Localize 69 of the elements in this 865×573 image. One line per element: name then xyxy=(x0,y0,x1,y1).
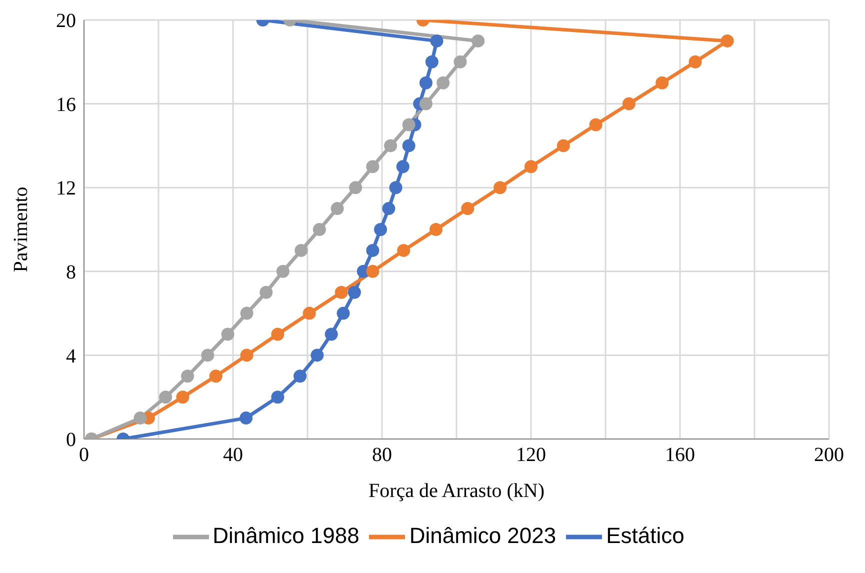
point xyxy=(181,370,194,383)
point xyxy=(334,286,348,299)
point xyxy=(209,370,222,383)
point xyxy=(294,244,308,257)
legend-label: Dinâmico 2023 xyxy=(409,522,556,548)
point xyxy=(366,160,380,174)
point xyxy=(656,76,669,90)
point xyxy=(688,55,702,68)
x-tick-label: 80 xyxy=(372,444,392,466)
point xyxy=(366,264,380,278)
point xyxy=(330,202,344,216)
point xyxy=(240,348,254,362)
point xyxy=(430,34,444,48)
x-tick-label: 160 xyxy=(665,444,695,466)
point xyxy=(324,328,338,341)
point xyxy=(382,202,396,216)
point xyxy=(349,181,362,194)
point xyxy=(302,306,316,320)
point xyxy=(201,348,214,362)
x-tick-label: 200 xyxy=(814,444,844,466)
y-tick-label: 20 xyxy=(56,10,76,32)
x-axis-title: Força de Arrasto (kN) xyxy=(368,480,545,502)
point xyxy=(271,390,284,404)
point xyxy=(312,223,326,236)
y-tick-label: 4 xyxy=(66,345,76,368)
point xyxy=(260,286,273,299)
y-tick-label: 0 xyxy=(66,429,76,452)
y-tick-label: 16 xyxy=(56,94,76,116)
point xyxy=(384,139,398,152)
x-tick-label: 120 xyxy=(516,444,546,466)
point xyxy=(402,139,416,152)
point xyxy=(419,97,432,110)
point xyxy=(436,76,450,90)
point xyxy=(310,348,324,362)
point xyxy=(494,181,507,194)
point xyxy=(389,181,402,194)
point xyxy=(524,160,538,174)
point xyxy=(556,139,570,152)
x-tick-label: 40 xyxy=(223,444,243,466)
point xyxy=(221,328,234,341)
point xyxy=(374,223,388,236)
point xyxy=(176,390,190,404)
point xyxy=(159,390,172,404)
point xyxy=(348,286,361,299)
point xyxy=(589,118,602,132)
legend-label: Dinâmico 1988 xyxy=(212,522,360,548)
point xyxy=(461,202,474,216)
point xyxy=(134,412,147,425)
point xyxy=(397,244,410,257)
point xyxy=(336,306,350,320)
point xyxy=(240,412,253,425)
point xyxy=(622,97,636,110)
point xyxy=(294,370,307,383)
point xyxy=(276,264,290,278)
legend-label: Estático xyxy=(606,522,684,548)
point xyxy=(454,55,467,68)
point xyxy=(271,328,284,341)
point xyxy=(366,244,380,257)
y-axis-title: Pavimento xyxy=(10,186,32,272)
point xyxy=(720,34,734,48)
y-tick-label: 12 xyxy=(56,178,76,200)
point xyxy=(402,118,416,132)
point xyxy=(430,223,443,236)
point xyxy=(472,34,485,48)
point xyxy=(425,55,438,68)
point xyxy=(396,160,410,174)
point xyxy=(240,306,254,320)
y-tick-label: 8 xyxy=(66,262,76,284)
point xyxy=(419,76,432,90)
